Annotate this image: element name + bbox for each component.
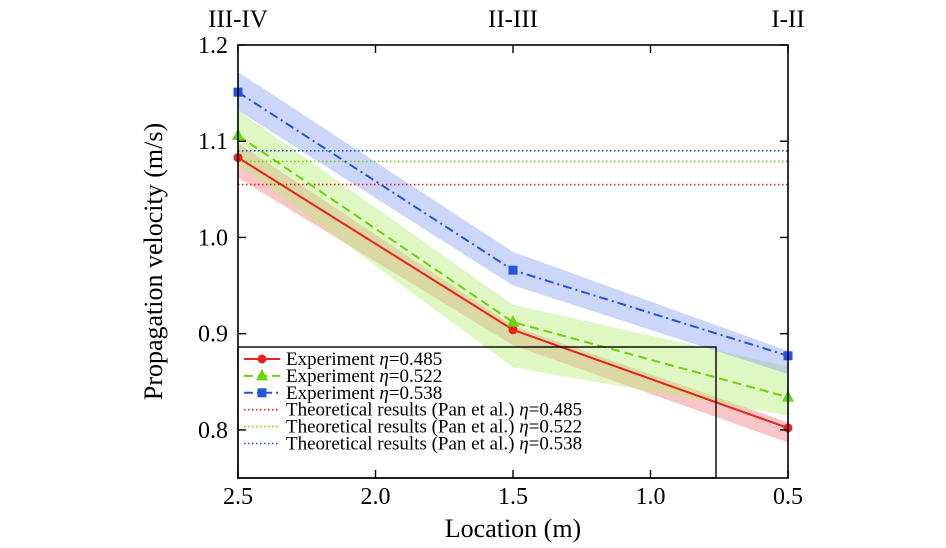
legend-label-1: Experiment η=0.485 [286, 349, 442, 370]
axis-tick-labels: 0.8 0.9 1.0 1.1 1.2 2.5 2.0 1.5 1.0 0.5 [198, 33, 803, 510]
legend-label-6: Theoretical results (Pan et al.) η=0.538 [286, 434, 582, 455]
y-tick-label-3: 1.0 [198, 225, 228, 251]
x-axis-label: Location (m) [445, 514, 581, 543]
y-tick-label-5: 1.2 [198, 33, 228, 59]
data-point-s3-2 [508, 265, 518, 275]
x-tick-label-1: 2.5 [223, 484, 253, 510]
legend-marker-2 [256, 368, 268, 381]
confidence-band-2 [238, 110, 788, 416]
confidence-band-3 [238, 71, 788, 375]
legend-label-2: Experiment η=0.522 [286, 366, 442, 387]
y-tick-label-2: 0.9 [198, 322, 228, 348]
legend-marker-1 [257, 354, 267, 364]
top-region-labels: III-IV II-III I-II [208, 6, 805, 33]
series-line-2 [237, 134, 789, 399]
x-tick-label-5: 0.5 [773, 484, 803, 510]
y-tick-label-4: 1.1 [198, 129, 228, 155]
y-tick-label-1: 0.8 [198, 418, 228, 444]
x-tick-label-3: 1.5 [498, 484, 528, 510]
legend-label-4: Theoretical results (Pan et al.) η=0.485 [286, 400, 582, 421]
y-axis-label: Propagation velocity (m/s) [139, 123, 168, 400]
confidence-band-1 [238, 143, 788, 443]
legend-label-3: Experiment η=0.538 [286, 383, 442, 404]
top-label-3: I-II [771, 6, 804, 33]
legend-box [237, 346, 717, 479]
legend-marker-3 [257, 388, 267, 398]
legend-label-5: Theoretical results (Pan et al.) η=0.522 [286, 417, 582, 438]
top-label-2: II-III [488, 6, 538, 33]
data-point-s1-2 [508, 325, 518, 335]
top-label-1: III-IV [208, 6, 268, 33]
confidence-bands [238, 71, 788, 443]
x-tick-label-2: 2.0 [361, 484, 391, 510]
x-tick-label-4: 1.0 [636, 484, 666, 510]
data-point-s2-2 [507, 315, 519, 327]
